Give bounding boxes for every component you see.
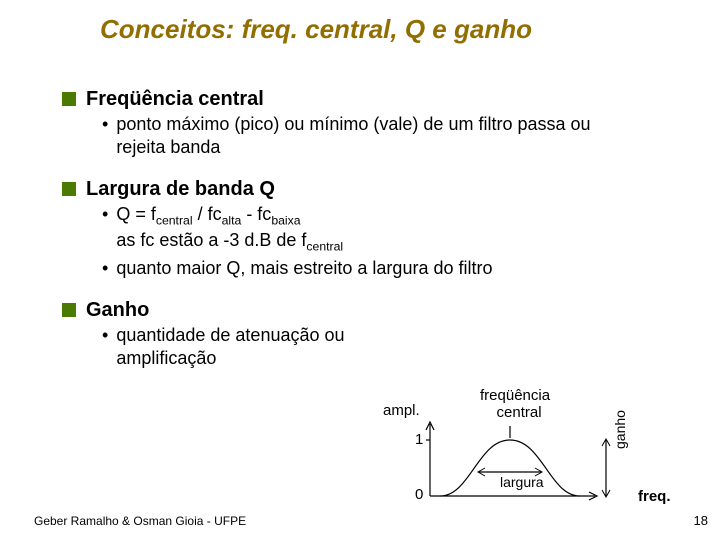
section-2-heading-text: Largura de banda Q (86, 178, 275, 201)
square-bullet-icon (62, 92, 76, 106)
formula-part: Q = f (116, 204, 156, 224)
formula-sub: alta (222, 214, 242, 228)
section-2-heading: Largura de banda Q (62, 178, 642, 201)
dot-bullet-icon: • (102, 113, 108, 136)
section-1-bullet-1: • ponto máximo (pico) ou mínimo (vale) d… (102, 113, 642, 158)
dot-bullet-icon: • (102, 203, 108, 226)
formula-part: / fc (193, 204, 222, 224)
formula-sub: central (306, 239, 343, 253)
dot-bullet-icon: • (102, 324, 108, 347)
square-bullet-icon (62, 303, 76, 317)
formula-sub: baixa (271, 214, 300, 228)
footer-text: Geber Ramalho & Osman Gioia - UFPE (34, 514, 246, 528)
section-2-bullet-1-text: Q = fcentral / fcalta - fcbaixa as fc es… (116, 203, 343, 255)
formula-part: as fc estão a -3 d.B de f (116, 230, 306, 250)
formula-part: - fc (241, 204, 271, 224)
ganho-label: ganho (612, 410, 628, 449)
page-number: 18 (694, 513, 708, 528)
section-3-bullet-1-text: quantidade de atenuação ou amplificação (116, 324, 382, 369)
dot-bullet-icon: • (102, 257, 108, 280)
ampl-axis-label: ampl. (383, 402, 420, 419)
largura-label: largura (500, 474, 544, 490)
y-tick-0-label: 0 (415, 486, 423, 503)
slide-title: Conceitos: freq. central, Q e ganho (100, 14, 532, 45)
slide-content: Freqüência central • ponto máximo (pico)… (62, 82, 642, 369)
square-bullet-icon (62, 182, 76, 196)
section-2-bullet-1: • Q = fcentral / fcalta - fcbaixa as fc … (102, 203, 642, 255)
section-1-bullet-1-text: ponto máximo (pico) ou mínimo (vale) de … (116, 113, 642, 158)
fc-label-line1: freqüência (480, 387, 550, 404)
fc-label-line2: central (489, 404, 542, 421)
freq-axis-label: freq. (638, 488, 671, 505)
section-3-bullet-1: • quantidade de atenuação ou amplificaçã… (102, 324, 382, 369)
freq-central-label: freqüência central (480, 388, 550, 421)
y-tick-1-label: 1 (415, 431, 423, 448)
section-3-heading-text: Ganho (86, 299, 149, 322)
section-3-heading: Ganho (62, 299, 642, 322)
section-2-bullet-2-text: quanto maior Q, mais estreito a largura … (116, 257, 492, 280)
formula-sub: central (156, 214, 193, 228)
bandpass-chart: ampl. freqüência central (360, 392, 670, 522)
section-1-heading: Freqüência central (62, 88, 642, 111)
section-2-bullet-2: • quanto maior Q, mais estreito a largur… (102, 257, 642, 280)
section-1-heading-text: Freqüência central (86, 88, 264, 111)
